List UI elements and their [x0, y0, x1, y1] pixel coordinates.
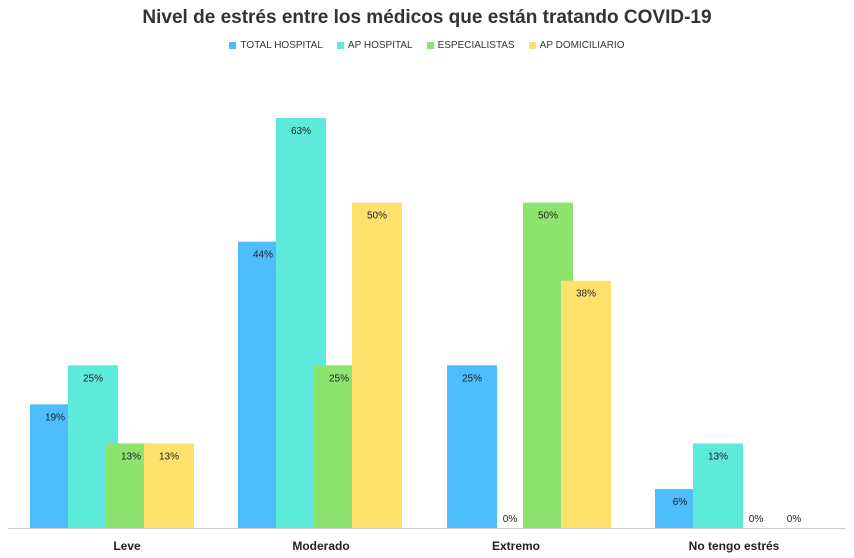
data-label-total-hospital-extremo: 25% — [462, 373, 482, 384]
legend-item-total-hospital: TOTAL HOSPITAL — [229, 40, 323, 51]
chart-title: Nivel de estrés entre los médicos que es… — [142, 7, 712, 28]
legend-swatch-ap-domiciliario — [528, 42, 536, 49]
legend-item-ap-hospital: AP HOSPITAL — [336, 40, 413, 51]
data-label-ap-domiciliario-extremo: 38% — [576, 289, 596, 300]
data-label-total-hospital-leve: 19% — [45, 412, 65, 423]
bar-ap-domiciliario-leve — [144, 443, 194, 528]
data-label-especialistas-no-tengo-estr-s: 0% — [749, 514, 764, 525]
x-tick-label-leve: Leve — [113, 539, 141, 553]
legend-swatch-total-hospital — [229, 42, 237, 49]
data-label-ap-hospital-moderado: 63% — [291, 126, 311, 137]
bar-group-no-tengo-estr-s: 6% 13% 0% 0% — [655, 443, 801, 528]
data-label-especialistas-leve: 13% — [121, 451, 141, 462]
legend-label-ap-domiciliario: AP DOMICILIARIO — [539, 40, 625, 51]
data-label-especialistas-extremo: 50% — [538, 211, 558, 222]
legend-item-ap-domiciliario: AP DOMICILIARIO — [528, 40, 625, 51]
data-label-ap-hospital-extremo: 0% — [503, 514, 518, 525]
x-tick-label-moderado: Moderado — [292, 539, 349, 553]
bar-total-hospital-extremo — [447, 365, 497, 528]
legend-item-especialistas: ESPECIALISTAS — [426, 40, 515, 51]
legend-swatch-ap-hospital — [336, 42, 344, 49]
data-label-total-hospital-no-tengo-estr-s: 6% — [673, 497, 688, 508]
legend-swatch-especialistas — [426, 42, 434, 49]
bar-group-extremo: 25% 0% 50% 38% — [447, 202, 611, 528]
x-tick-label-extremo: Extremo — [492, 539, 540, 553]
legend-label-total-hospital: TOTAL HOSPITAL — [240, 40, 323, 51]
bar-ap-hospital-no-tengo-estr-s — [693, 443, 743, 528]
data-label-ap-domiciliario-no-tengo-estr-s: 0% — [787, 514, 802, 525]
bar-group-leve: 19% 25% 13% 13% — [30, 365, 194, 528]
bar-ap-domiciliario-moderado — [352, 202, 402, 528]
bar-ap-domiciliario-extremo — [561, 280, 611, 528]
data-label-especialistas-moderado: 25% — [329, 373, 349, 384]
legend-label-especialistas: ESPECIALISTAS — [437, 40, 515, 51]
data-label-ap-domiciliario-moderado: 50% — [367, 211, 387, 222]
legend: TOTAL HOSPITAL AP HOSPITAL ESPECIALISTAS… — [0, 40, 854, 51]
data-label-ap-hospital-no-tengo-estr-s: 13% — [708, 451, 728, 462]
data-label-ap-hospital-leve: 25% — [83, 373, 103, 384]
data-label-total-hospital-moderado: 44% — [253, 250, 273, 261]
legend-label-ap-hospital: AP HOSPITAL — [347, 40, 413, 51]
data-label-ap-domiciliario-leve: 13% — [159, 451, 179, 462]
bar-group-moderado: 44% 63% 25% 50% — [238, 118, 402, 528]
x-tick-label-no-tengo-estr-s: No tengo estrés — [689, 539, 780, 553]
